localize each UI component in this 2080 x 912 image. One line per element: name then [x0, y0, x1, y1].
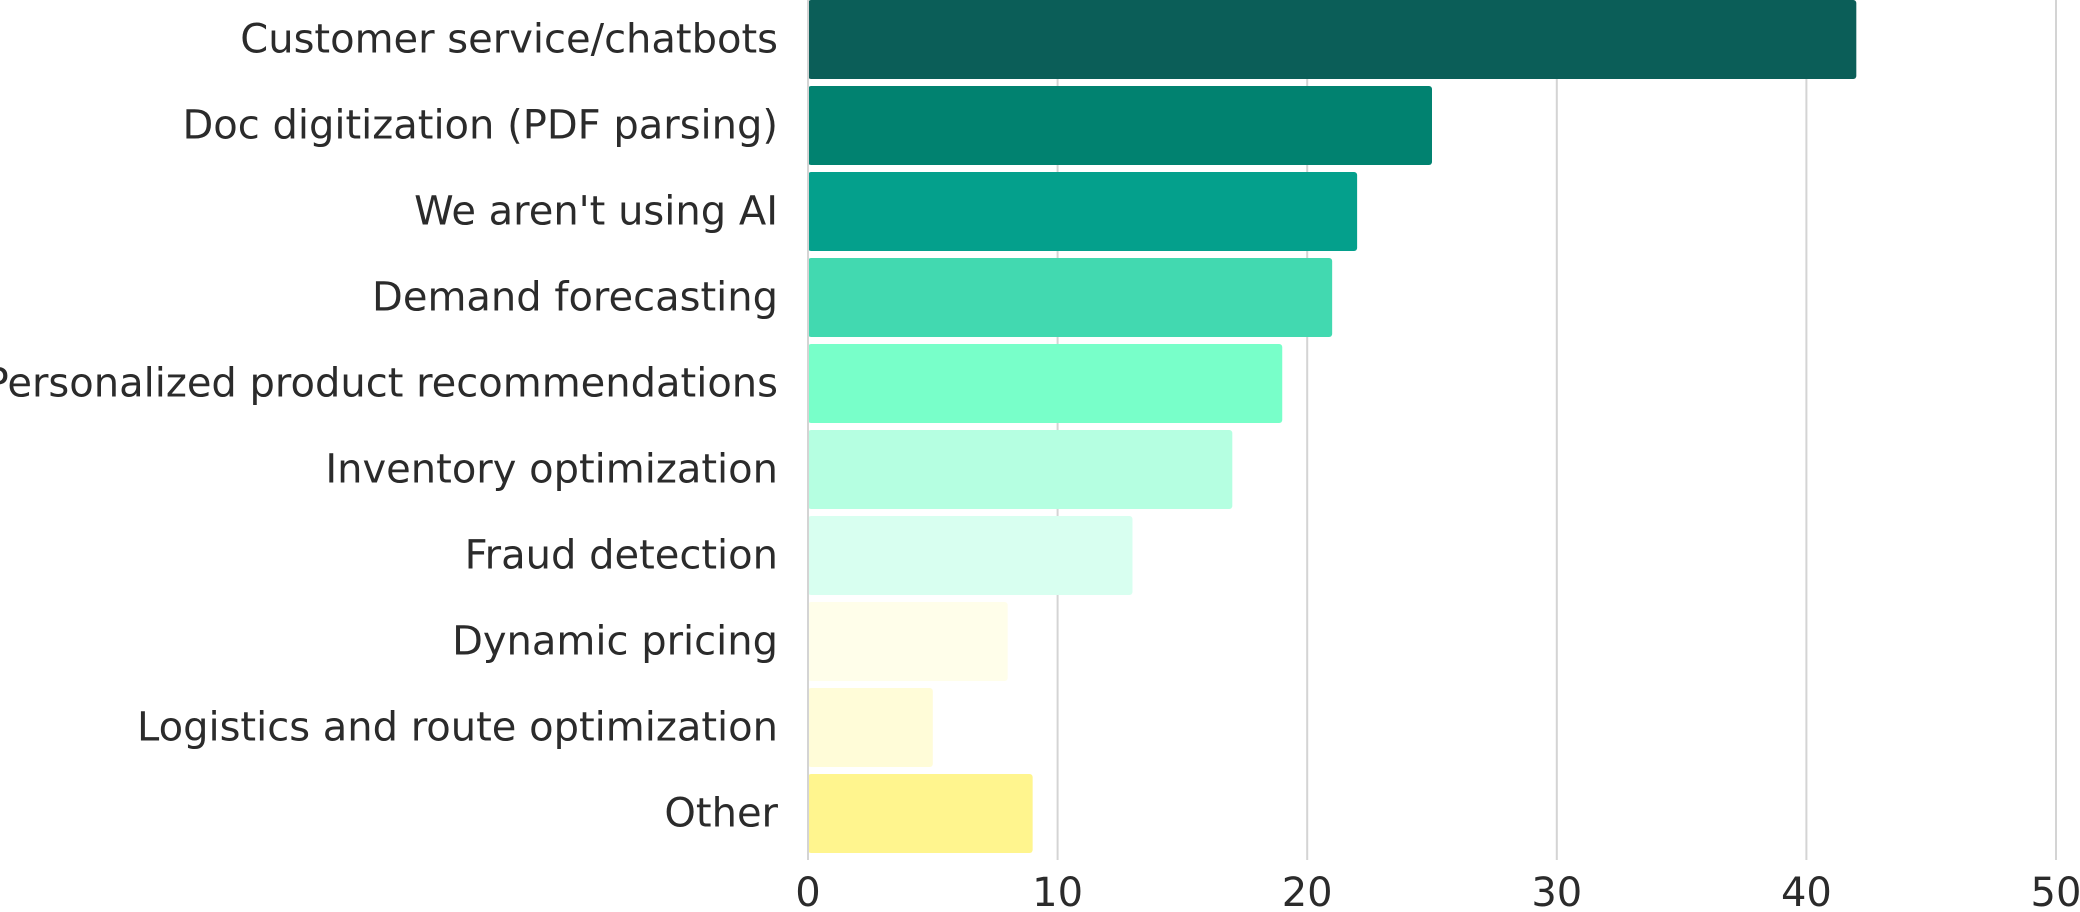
category-label: Personalized product recommendations [0, 361, 778, 407]
bar [808, 344, 1283, 423]
bar [808, 86, 1432, 165]
category-label: Logistics and route optimization [137, 705, 778, 751]
category-label: Inventory optimization [325, 447, 778, 493]
bar [808, 0, 1857, 79]
bar [808, 172, 1358, 251]
category-label: Demand forecasting [372, 275, 778, 321]
bar [808, 430, 1233, 509]
bar [808, 774, 1033, 853]
category-label: Customer service/chatbots [240, 17, 778, 63]
x-tick-label: 20 [1282, 870, 1333, 912]
x-tick-label: 10 [1032, 870, 1083, 912]
bar [808, 258, 1333, 337]
bars [808, 0, 1857, 853]
bar [808, 688, 933, 767]
category-label: Fraud detection [465, 533, 778, 579]
bar [808, 602, 1008, 681]
x-tick-label: 40 [1781, 870, 1832, 912]
category-label: We aren't using AI [414, 189, 778, 235]
x-tick-label: 50 [2031, 870, 2080, 912]
x-tick-label: 30 [1531, 870, 1582, 912]
category-label: Doc digitization (PDF parsing) [182, 103, 778, 149]
x-tick-label: 0 [795, 870, 820, 912]
category-labels: Customer service/chatbots Doc digitizatio… [0, 17, 779, 837]
bar [808, 516, 1133, 595]
x-tick-labels: 0 10 20 30 40 50 [795, 870, 2080, 912]
category-label: Dynamic pricing [452, 619, 778, 665]
category-label: Other [664, 791, 778, 837]
